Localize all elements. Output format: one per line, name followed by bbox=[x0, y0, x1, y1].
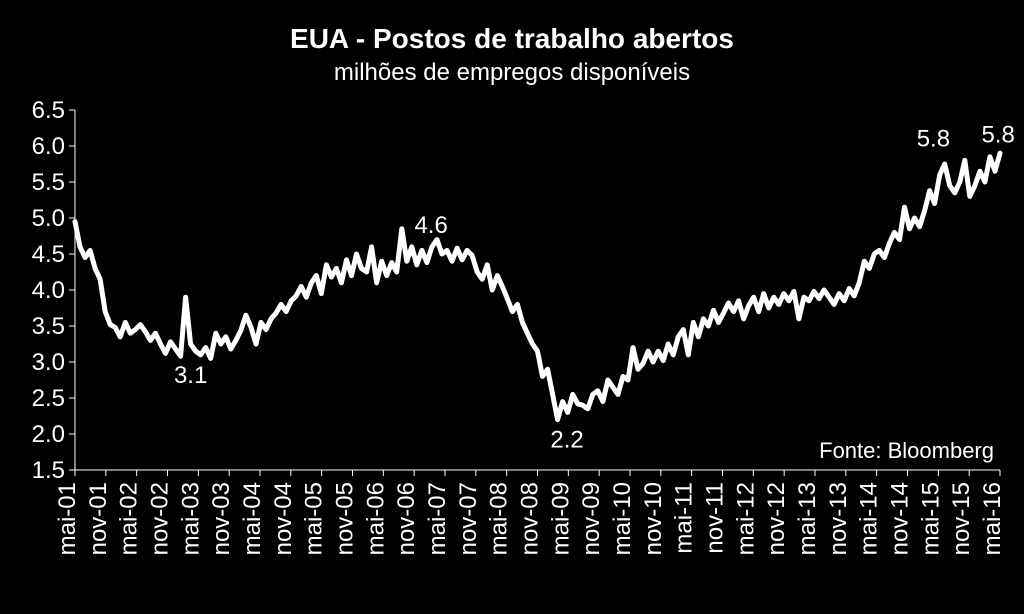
y-tick-label: 2.5 bbox=[32, 385, 65, 412]
y-tick-label: 5.0 bbox=[32, 205, 65, 232]
x-tick-label: nov-09 bbox=[578, 482, 605, 555]
x-tick-label: mai-02 bbox=[116, 482, 143, 555]
y-tick-label: 3.5 bbox=[32, 313, 65, 340]
x-tick-label: nov-07 bbox=[455, 482, 482, 555]
x-tick-label: mai-05 bbox=[301, 482, 328, 555]
x-tick-label: nov-08 bbox=[517, 482, 544, 555]
x-tick-label: mai-08 bbox=[486, 482, 513, 555]
y-tick-label: 4.5 bbox=[32, 241, 65, 268]
data-annotation: 5.8 bbox=[917, 125, 950, 152]
x-tick-label: mai-01 bbox=[54, 482, 81, 555]
data-annotation: 4.6 bbox=[414, 212, 447, 239]
x-tick-label: nov-01 bbox=[85, 482, 112, 555]
x-tick-label: mai-04 bbox=[239, 482, 266, 555]
x-tick-label: mai-07 bbox=[424, 482, 451, 555]
x-tick-label: nov-13 bbox=[825, 482, 852, 555]
y-tick-label: 6.5 bbox=[32, 97, 65, 124]
x-tick-label: mai-15 bbox=[917, 482, 944, 555]
data-annotation: 5.8 bbox=[981, 121, 1014, 148]
x-tick-label: nov-15 bbox=[948, 482, 975, 555]
x-tick-label: nov-05 bbox=[332, 482, 359, 555]
chart-svg: EUA - Postos de trabalho abertos milhões … bbox=[0, 0, 1024, 614]
y-tick-label: 5.5 bbox=[32, 169, 65, 196]
x-tick-label: nov-12 bbox=[763, 482, 790, 555]
data-annotation: 2.2 bbox=[550, 427, 583, 454]
y-tick-label: 2.0 bbox=[32, 421, 65, 448]
x-tick-label: nov-11 bbox=[702, 482, 729, 554]
x-tick-label: mai-13 bbox=[794, 482, 821, 555]
chart-container: EUA - Postos de trabalho abertos milhões … bbox=[0, 0, 1024, 614]
source-label: Fonte: Bloomberg bbox=[819, 438, 994, 463]
x-tick-label: mai-11 bbox=[671, 482, 698, 554]
x-tick-label: mai-10 bbox=[609, 482, 636, 555]
y-tick-label: 4.0 bbox=[32, 277, 65, 304]
x-tick-label: mai-06 bbox=[362, 482, 389, 555]
y-tick-label: 6.0 bbox=[32, 133, 65, 160]
x-tick-label: nov-14 bbox=[887, 482, 914, 555]
x-tick-label: mai-03 bbox=[177, 482, 204, 555]
y-tick-label: 3.0 bbox=[32, 349, 65, 376]
x-tick-label: nov-02 bbox=[147, 482, 174, 555]
x-tick-label: mai-14 bbox=[856, 482, 883, 555]
x-tick-label: mai-12 bbox=[732, 482, 759, 555]
data-annotation: 3.1 bbox=[174, 362, 207, 389]
x-tick-label: nov-06 bbox=[393, 482, 420, 555]
x-tick-label: nov-03 bbox=[208, 482, 235, 555]
x-tick-label: nov-04 bbox=[270, 482, 297, 555]
chart-title: EUA - Postos de trabalho abertos bbox=[290, 23, 734, 54]
x-tick-label: nov-10 bbox=[640, 482, 667, 555]
chart-subtitle: milhões de empregos disponíveis bbox=[334, 59, 690, 86]
x-tick-label: mai-09 bbox=[547, 482, 574, 555]
y-tick-label: 1.5 bbox=[32, 457, 65, 484]
x-tick-label: mai-16 bbox=[979, 482, 1006, 555]
